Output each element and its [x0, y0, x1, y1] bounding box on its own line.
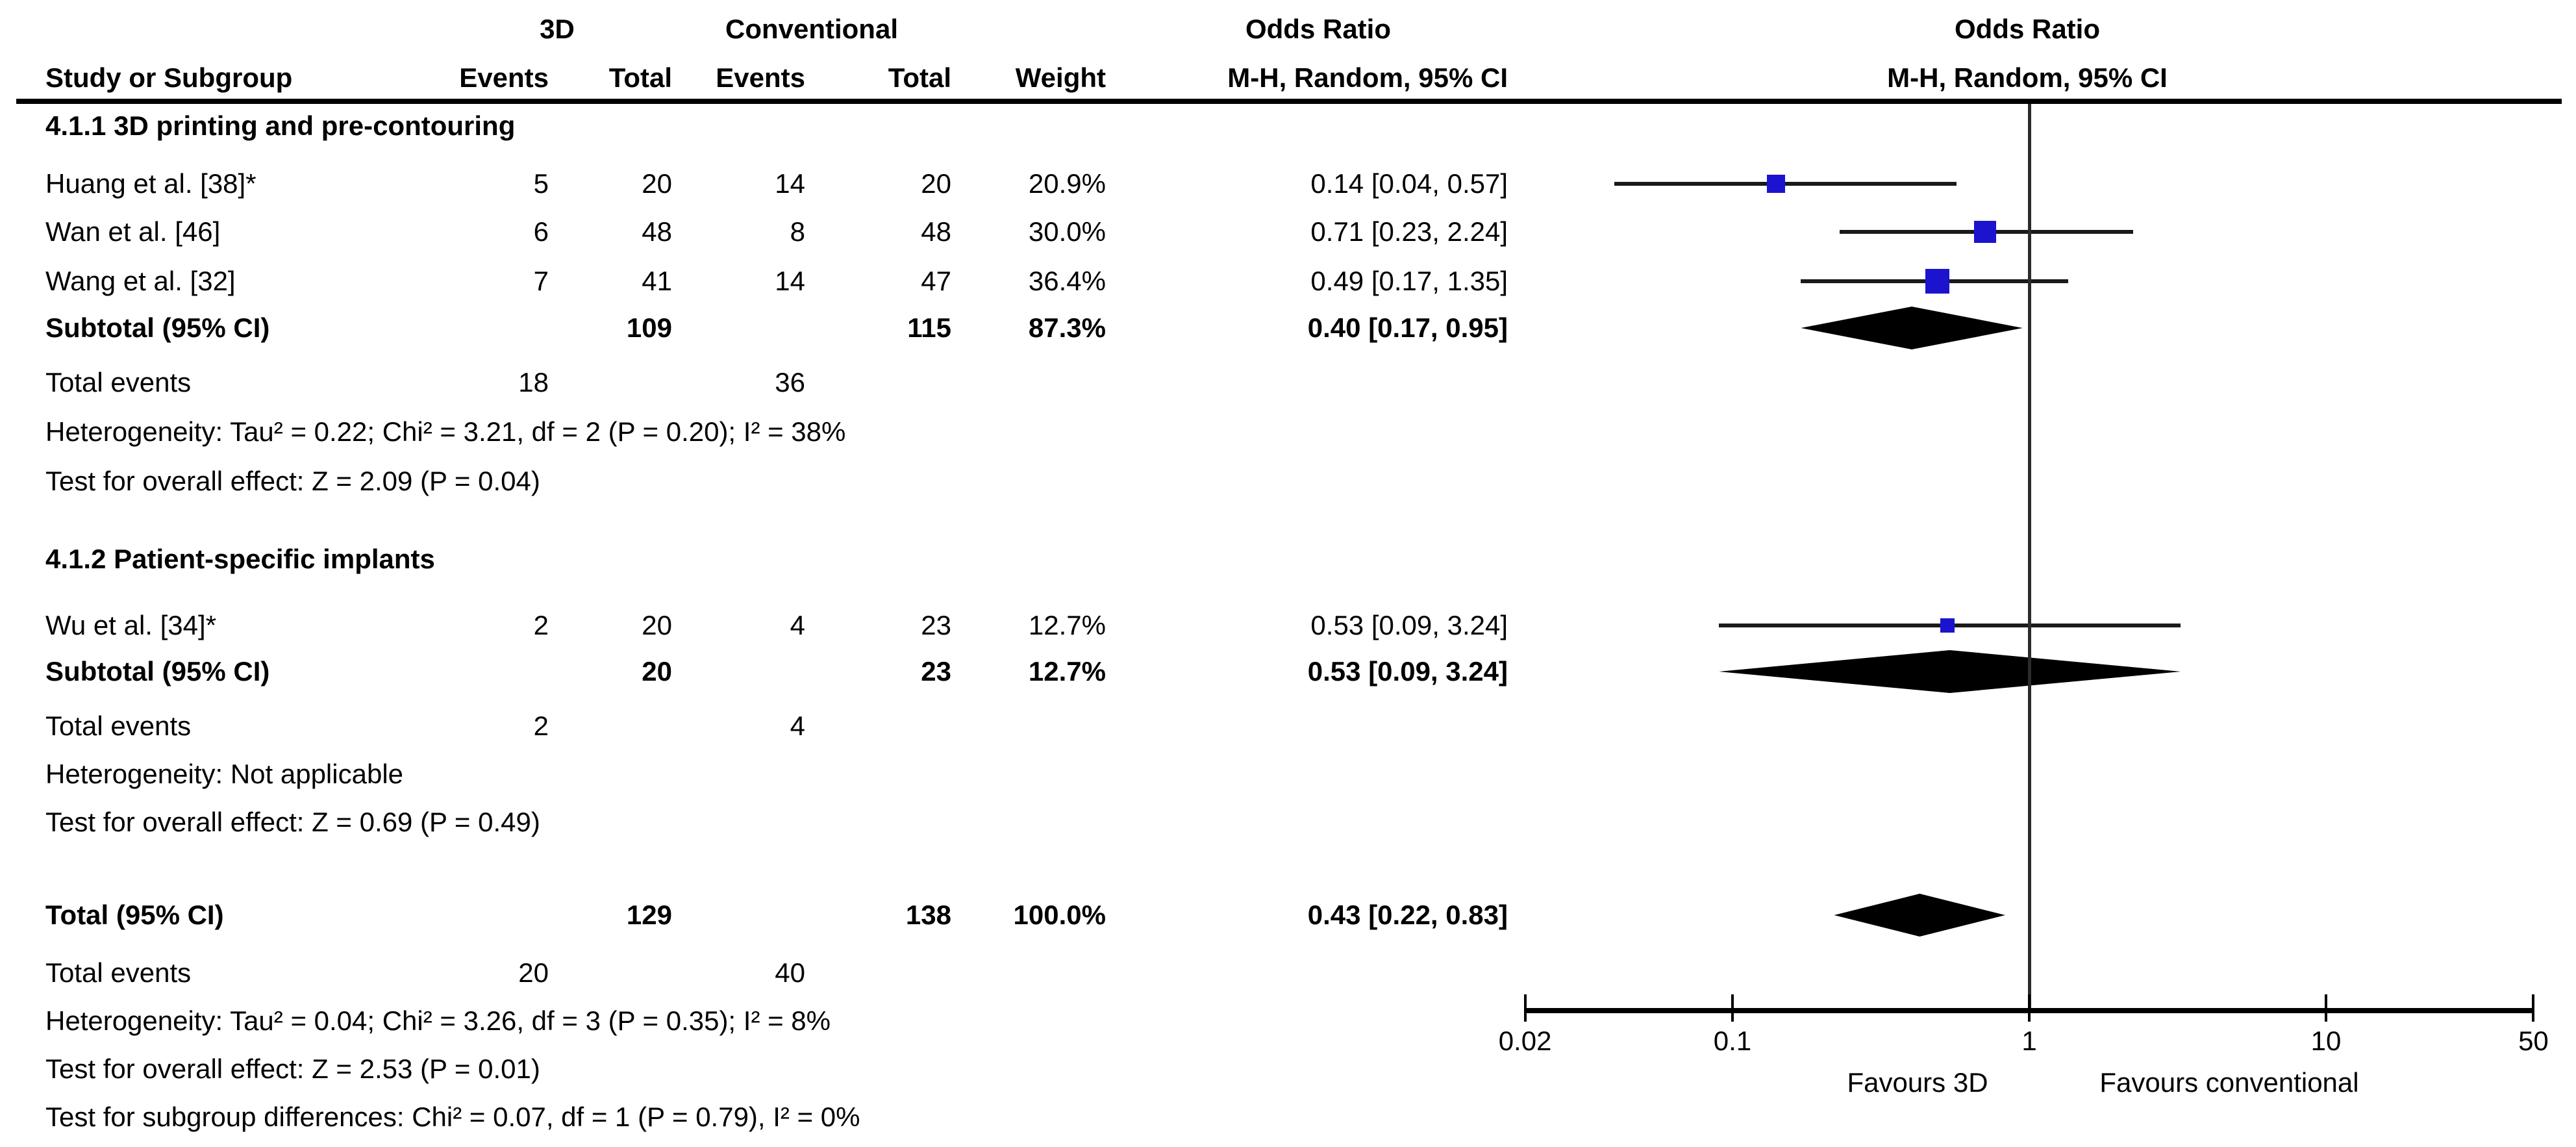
note-label: Test for overall effect: Z = 2.53 (P = 0… [45, 1053, 540, 1084]
total-3d-cell: 41 [642, 266, 672, 296]
total-conv-cell: 115 [907, 312, 951, 343]
x-axis-tick-label: 1 [2021, 1026, 2037, 1056]
totalevents-label: Total events [45, 711, 192, 741]
subtotal-label: Subtotal (95% CI) [45, 312, 270, 343]
x-axis-tick-label: 50 [2518, 1026, 2549, 1056]
note-label: Test for overall effect: Z = 2.09 (P = 0… [45, 466, 540, 496]
null-effect-line [2028, 104, 2031, 1008]
study-label: Wan et al. [46] [45, 216, 221, 247]
events-conv-cell: 14 [775, 168, 805, 199]
study-label: Wu et al. [34]* [45, 610, 217, 640]
note-label: Heterogeneity: Tau² = 0.22; Chi² = 3.21,… [45, 416, 846, 447]
column-group-odds-ratio: Odds Ratio [1245, 14, 1391, 44]
x-axis-tick [1731, 994, 1734, 1022]
x-axis-tick [2028, 994, 2031, 1022]
favours-left-label: Favours 3D [1847, 1067, 1988, 1098]
events-3d-cell: 18 [518, 367, 549, 397]
x-axis-tick [2532, 994, 2535, 1022]
weight-cell: 20.9% [1028, 168, 1106, 199]
note-label: Test for overall effect: Z = 0.69 (P = 0… [45, 807, 540, 837]
total-conv-cell: 138 [905, 900, 951, 930]
total-label: Total (95% CI) [45, 900, 224, 930]
subtotal-diamond [1801, 307, 2023, 349]
x-axis-tick-label: 0.1 [1713, 1026, 1752, 1056]
events-3d-cell: 20 [518, 957, 549, 988]
events-3d-cell: 7 [533, 266, 549, 296]
or-ci-cell: 0.53 [0.09, 3.24] [1307, 656, 1508, 687]
total-conv-cell: 23 [921, 656, 951, 687]
effect-square [1940, 618, 1955, 633]
plot-header-method: M-H, Random, 95% CI [1887, 62, 2168, 93]
favours-right-label: Favours conventional [2099, 1067, 2359, 1098]
column-header-total-3d: Total [608, 62, 672, 93]
column-group-conventional: Conventional [725, 14, 898, 44]
events-conv-cell: 14 [775, 266, 805, 296]
or-ci-cell: 0.49 [0.17, 1.35] [1310, 266, 1508, 296]
events-conv-cell: 4 [790, 711, 805, 741]
weight-cell: 12.7% [1028, 656, 1106, 687]
total-3d-cell: 109 [626, 312, 672, 343]
events-3d-cell: 2 [533, 711, 549, 741]
total-3d-cell: 20 [642, 168, 672, 199]
note-label: Heterogeneity: Not applicable [45, 759, 404, 789]
total-3d-cell: 48 [642, 216, 672, 247]
column-group-3d: 3D [540, 14, 575, 44]
column-header-weight: Weight [1015, 62, 1106, 93]
subgroup-label: 4.1.1 3D printing and pre-contouring [45, 110, 516, 141]
subgroup-label: 4.1.2 Patient-specific implants [45, 544, 435, 574]
subtotal-label: Subtotal (95% CI) [45, 656, 270, 687]
effect-square [1925, 269, 1950, 294]
total-3d-cell: 129 [626, 900, 672, 930]
column-header-total-conv: Total [888, 62, 951, 93]
total-conv-cell: 48 [921, 216, 951, 247]
or-ci-cell: 0.40 [0.17, 0.95] [1307, 312, 1508, 343]
events-3d-cell: 6 [533, 216, 549, 247]
total-conv-cell: 47 [921, 266, 951, 296]
column-header-method: M-H, Random, 95% CI [1227, 62, 1508, 93]
weight-cell: 87.3% [1028, 312, 1106, 343]
total-3d-cell: 20 [642, 610, 672, 640]
x-axis-tick [2325, 994, 2327, 1022]
overall-diamond [1834, 894, 2006, 937]
ci-line [1614, 182, 1957, 186]
effect-square [1766, 174, 1785, 194]
or-ci-cell: 0.43 [0.22, 0.83] [1307, 900, 1508, 930]
weight-cell: 30.0% [1028, 216, 1106, 247]
events-conv-cell: 4 [790, 610, 805, 640]
x-axis-tick-label: 10 [2310, 1026, 2342, 1056]
x-axis-tick-label: 0.02 [1498, 1026, 1552, 1056]
header-rule [16, 99, 2562, 104]
events-3d-cell: 2 [533, 610, 549, 640]
events-conv-cell: 8 [790, 216, 805, 247]
total-3d-cell: 20 [642, 656, 672, 687]
weight-cell: 100.0% [1013, 900, 1106, 930]
events-conv-cell: 36 [775, 367, 805, 397]
note-label: Test for subgroup differences: Chi² = 0.… [45, 1102, 860, 1132]
plot-title-odds-ratio: Odds Ratio [1954, 14, 2100, 44]
total-conv-cell: 20 [921, 168, 951, 199]
total-conv-cell: 23 [921, 610, 951, 640]
subtotal-diamond [1719, 650, 2181, 693]
or-ci-cell: 0.71 [0.23, 2.24] [1310, 216, 1508, 247]
effect-square [1974, 221, 1996, 243]
events-conv-cell: 40 [775, 957, 805, 988]
weight-cell: 36.4% [1028, 266, 1106, 296]
or-ci-cell: 0.14 [0.04, 0.57] [1310, 168, 1508, 199]
note-label: Heterogeneity: Tau² = 0.04; Chi² = 3.26,… [45, 1005, 831, 1036]
events-3d-cell: 5 [533, 168, 549, 199]
totalevents-label: Total events [45, 957, 192, 988]
weight-cell: 12.7% [1028, 610, 1106, 640]
x-axis-tick [1523, 994, 1527, 1022]
column-header-events-conv: Events [716, 62, 805, 93]
column-header-study: Study or Subgroup [45, 62, 293, 93]
totalevents-label: Total events [45, 367, 192, 397]
column-header-events-3d: Events [459, 62, 549, 93]
or-ci-cell: 0.53 [0.09, 3.24] [1310, 610, 1508, 640]
study-label: Wang et al. [32] [45, 266, 236, 296]
study-label: Huang et al. [38]* [45, 168, 256, 199]
